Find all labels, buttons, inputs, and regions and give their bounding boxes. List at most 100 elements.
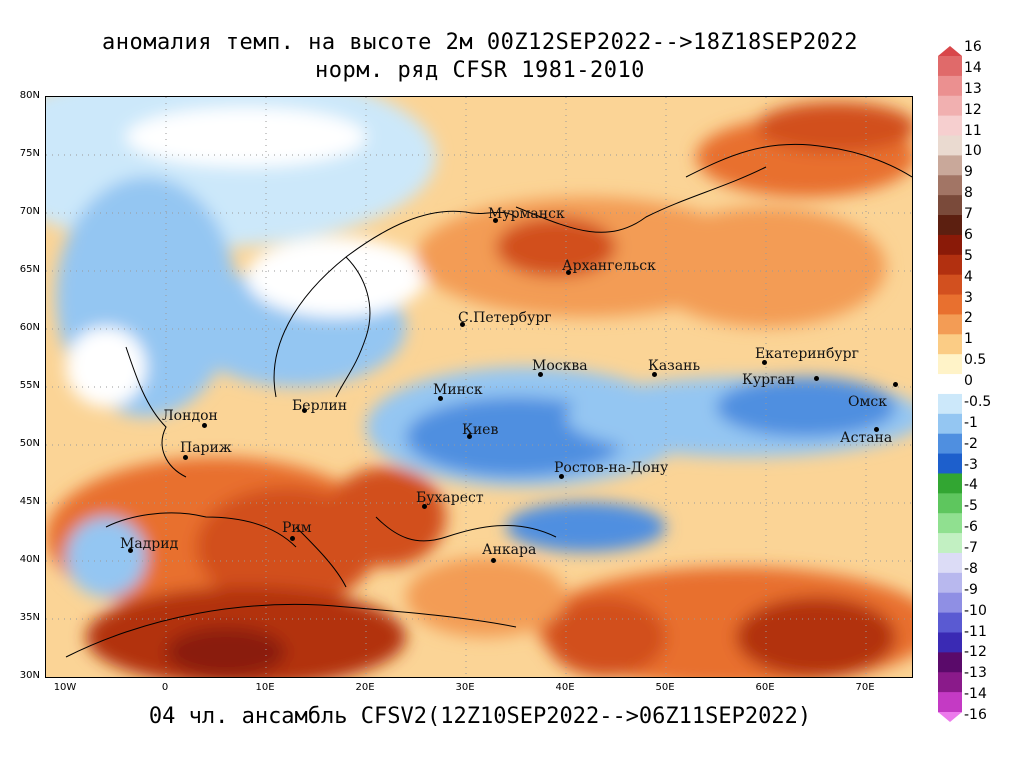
colorbar-segment xyxy=(938,473,962,494)
colorbar-tick-label: -1 xyxy=(964,414,978,431)
colorbar-segment xyxy=(938,672,962,693)
colorbar-tick-label: -4 xyxy=(964,477,978,494)
city-dot-omsk xyxy=(893,382,898,387)
city-dot-murmansk xyxy=(493,218,498,223)
colorbar-tick-label: 3 xyxy=(964,289,973,306)
colorbar-segment xyxy=(938,652,962,673)
colorbar-segment xyxy=(938,155,962,176)
colorbar-segment xyxy=(938,413,962,435)
colorbar-segment xyxy=(938,374,962,395)
colorbar-segment xyxy=(938,254,962,276)
city-label-paris: Париж xyxy=(180,440,232,456)
city-dot-st-petersburg xyxy=(460,322,465,327)
city-label-madrid: Мадрид xyxy=(120,536,179,552)
colorbar-segment xyxy=(938,433,962,455)
colorbar-segment xyxy=(938,533,962,554)
city-label-rostov: Ростов-на-Дону xyxy=(554,460,669,476)
colorbar-tick-label: -8 xyxy=(964,560,978,577)
colorbar-segment xyxy=(938,393,962,415)
colorbar-segment xyxy=(938,513,962,534)
x-tick-label: 20E xyxy=(355,682,375,693)
city-label-moscow: Москва xyxy=(532,358,588,374)
colorbar-segment xyxy=(938,493,962,514)
city-label-arkhangelsk: Архангельск xyxy=(562,258,656,274)
colorbar-tick-label: 9 xyxy=(964,164,973,181)
city-label-rome: Рим xyxy=(282,520,312,536)
bottom-title: 04 чл. ансамбль CFSV2(12Z10SEP2022-->06Z… xyxy=(148,704,812,729)
colorbar-tick-label: 10 xyxy=(964,143,982,160)
city-dot-berlin xyxy=(302,408,307,413)
city-dot-rostov xyxy=(559,474,564,479)
map-title-line1: аномалия темп. на высоте 2м 00Z12SEP2022… xyxy=(102,30,858,55)
colorbar-tick-label: 14 xyxy=(964,59,982,76)
colorbar-segment xyxy=(938,115,962,137)
colorbar-tick-label: 4 xyxy=(964,268,973,285)
colorbar-segment xyxy=(938,135,962,156)
y-tick-label: 40N xyxy=(19,554,40,565)
colorbar-segment xyxy=(938,354,962,375)
colorbar-tick-label: -16 xyxy=(964,707,987,723)
colorbar-segment xyxy=(938,453,962,474)
colorbar-tick-label: -3 xyxy=(964,456,978,473)
map-title-line2: норм. ряд CFSR 1981-2010 xyxy=(315,58,645,83)
city-dot-minsk xyxy=(438,396,443,401)
x-tick-label: 70E xyxy=(855,682,875,693)
colorbar-segment xyxy=(938,234,962,256)
colorbar-segment xyxy=(938,195,962,216)
colorbar-tick-label: 12 xyxy=(964,101,982,118)
y-tick-label: 35N xyxy=(19,612,40,623)
y-tick-label: 60N xyxy=(19,322,40,333)
city-dot-astana xyxy=(874,427,879,432)
colorbar-tick-label: -13 xyxy=(964,665,987,682)
colorbar-segment xyxy=(938,274,962,296)
x-tick-label: 40E xyxy=(555,682,575,693)
city-label-minsk: Минск xyxy=(433,382,483,398)
colorbar-tick-label: -10 xyxy=(964,602,987,619)
colorbar-tick-label: -12 xyxy=(964,644,987,661)
city-dot-ankara xyxy=(491,558,496,563)
y-tick-label: 50N xyxy=(19,438,40,449)
colorbar-segment xyxy=(938,294,962,315)
colorbar-tick-label: -6 xyxy=(964,519,978,536)
colorbar-segment xyxy=(938,56,962,77)
city-label-kurgan: Курган xyxy=(742,372,796,388)
city-label-murmansk: Мурманск xyxy=(488,206,565,222)
colorbar-segment xyxy=(938,215,962,236)
colorbar-segment xyxy=(938,552,962,574)
colorbar-tick-label: -2 xyxy=(964,435,978,452)
city-dot-arkhangelsk xyxy=(566,270,571,275)
city-dot-kazan xyxy=(652,372,657,377)
city-dot-kyiv xyxy=(467,434,472,439)
colorbar-tick-label: 5 xyxy=(964,247,973,264)
colorbar-tick-label: -9 xyxy=(964,581,978,598)
colorbar-segment xyxy=(938,612,962,633)
anomaly-field xyxy=(46,97,912,677)
colorbar-tick-label: 11 xyxy=(964,122,982,139)
colorbar-segment xyxy=(938,75,962,97)
city-label-london: Лондон xyxy=(162,408,218,424)
city-dot-rome xyxy=(290,536,295,541)
colorbar-segment xyxy=(938,572,962,594)
x-tick-label: 0 xyxy=(161,682,169,693)
colorbar-segment xyxy=(938,592,962,614)
city-label-kazan: Казань xyxy=(648,358,701,374)
y-tick-label: 55N xyxy=(19,380,40,391)
colorbar-tick-label: -14 xyxy=(964,686,987,703)
x-tick-label: 10E xyxy=(255,682,275,693)
colorbar xyxy=(938,46,962,722)
colorbar-segment xyxy=(938,314,962,335)
city-label-bucharest: Бухарест xyxy=(416,490,484,506)
colorbar-segment xyxy=(938,692,962,713)
city-label-astana: Астана xyxy=(840,430,893,446)
x-tick-label: 30E xyxy=(455,682,475,693)
colorbar-tick-label: 6 xyxy=(964,226,973,243)
city-dot-london xyxy=(202,423,207,428)
colorbar-segment xyxy=(938,334,962,355)
city-label-kyiv: Киев xyxy=(462,422,499,438)
y-tick-label: 80N xyxy=(19,90,40,101)
colorbar-tick-label: 1 xyxy=(964,331,973,348)
y-tick-label: 65N xyxy=(19,264,40,275)
y-tick-label: 75N xyxy=(19,148,40,159)
colorbar-tick-label: 7 xyxy=(964,206,973,222)
city-label-st-petersburg: С.Петербург xyxy=(458,310,552,326)
